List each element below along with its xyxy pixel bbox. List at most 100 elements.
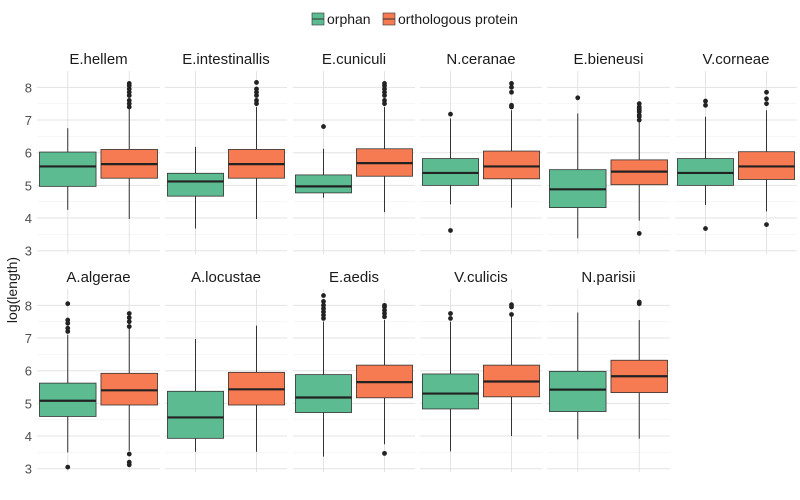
orthologous-box xyxy=(228,80,285,220)
y-axis-label: log(length) xyxy=(4,257,20,323)
outlier-point xyxy=(509,102,514,108)
y-tick-label: 5 xyxy=(25,396,32,411)
strip-label: V.culicis xyxy=(454,269,508,286)
outlier-point xyxy=(321,124,326,129)
y-tick-label: 3 xyxy=(25,244,32,259)
panel-4: E.bieneusi xyxy=(547,51,670,254)
legend-label-1: orthologous protein xyxy=(398,11,518,27)
orthologous-box xyxy=(356,81,413,213)
outlier-point xyxy=(509,89,514,95)
outlier-point xyxy=(65,317,71,323)
orphan-box xyxy=(167,146,224,229)
orphan-box xyxy=(549,312,607,440)
iqr-box xyxy=(295,174,352,194)
outlier-point xyxy=(509,302,514,308)
iqr-box xyxy=(167,390,224,439)
orphan-box xyxy=(39,128,97,210)
iqr-box xyxy=(100,372,158,406)
iqr-box xyxy=(549,370,607,412)
outlier-point xyxy=(321,293,326,298)
outlier-point xyxy=(382,98,387,103)
outlier-point xyxy=(65,464,71,470)
y-tick-label: 7 xyxy=(25,331,32,346)
y-tick-label: 6 xyxy=(25,146,32,161)
y-tick-label: 4 xyxy=(25,211,32,226)
strip-label: N.parisii xyxy=(581,269,635,286)
orthologous-box xyxy=(228,325,285,452)
outlier-point xyxy=(448,311,453,316)
y-tick-label: 5 xyxy=(25,178,32,193)
outlier-point xyxy=(126,459,132,465)
outlier-point xyxy=(448,111,453,117)
facet-panels: E.hellem 3 4 5 6 7 8 E.intestinallis E.cuniculi N… xyxy=(25,51,797,477)
strip-label: N.ceranae xyxy=(446,51,515,68)
orthologous-box xyxy=(483,302,540,437)
outlier-point xyxy=(126,451,132,457)
outlier-point xyxy=(764,222,769,227)
outlier-point xyxy=(126,315,132,321)
legend-label-0: orphan xyxy=(327,11,371,27)
strip-label: E.hellem xyxy=(69,51,127,68)
orthologous-box xyxy=(738,89,795,227)
panel-6: A.algerae 3 4 5 6 7 8 xyxy=(25,269,160,477)
outlier-point xyxy=(703,226,708,231)
y-tick-label: 4 xyxy=(25,429,32,444)
iqr-box xyxy=(39,151,97,187)
panel-10: N.parisii xyxy=(547,269,670,472)
y-tick-label: 6 xyxy=(25,364,32,379)
outlier-point xyxy=(126,311,132,316)
panel-7: A.locustae xyxy=(165,269,287,472)
outlier-point xyxy=(509,81,514,86)
orphan-box xyxy=(39,301,97,470)
panel-2: E.cuniculi xyxy=(293,51,415,254)
outlier-point xyxy=(254,86,259,92)
orphan-box xyxy=(677,98,734,231)
outlier-point xyxy=(126,98,132,103)
orphan-box xyxy=(549,95,607,239)
outlier-point xyxy=(126,324,132,329)
orphan-box xyxy=(295,124,352,198)
y-tick-label: 7 xyxy=(25,113,32,128)
outlier-point xyxy=(382,81,387,86)
strip-label: V.corneae xyxy=(702,51,769,68)
outlier-point xyxy=(448,228,453,233)
strip-label: E.bieneusi xyxy=(573,51,643,68)
strip-label: E.cuniculi xyxy=(322,51,386,68)
outlier-point xyxy=(254,80,259,85)
panel-8: E.aedis xyxy=(293,269,415,472)
outlier-point xyxy=(509,312,514,317)
outlier-point xyxy=(254,98,259,103)
orthologous-box xyxy=(483,81,540,208)
outlier-point xyxy=(636,299,642,305)
panel-0: E.hellem 3 4 5 6 7 8 xyxy=(25,51,160,259)
outlier-point xyxy=(321,302,326,308)
strip-label: E.intestinallis xyxy=(182,51,270,68)
iqr-box xyxy=(295,374,352,413)
orphan-box xyxy=(422,311,479,452)
orthologous-box xyxy=(610,101,668,236)
outlier-point xyxy=(703,98,708,104)
outlier-point xyxy=(764,101,769,107)
orphan-box xyxy=(167,338,224,452)
orphan-box xyxy=(422,111,479,233)
orphan-box xyxy=(295,293,352,457)
outlier-point xyxy=(703,102,708,108)
panel-3: N.ceranae xyxy=(420,51,542,254)
panel-1: E.intestinallis xyxy=(165,51,287,254)
outlier-point xyxy=(764,96,769,102)
outlier-point xyxy=(448,316,453,321)
y-tick-label: 3 xyxy=(25,462,32,477)
outlier-point xyxy=(65,301,71,307)
outlier-point xyxy=(382,450,387,456)
iqr-box xyxy=(422,373,479,410)
panel-9: V.culicis xyxy=(420,269,542,472)
outlier-point xyxy=(764,89,769,95)
outlier-point xyxy=(575,95,581,101)
iqr-box xyxy=(167,172,224,197)
strip-label: A.locustae xyxy=(191,269,261,286)
y-tick-label: 8 xyxy=(25,80,32,95)
orthologous-box xyxy=(356,302,413,456)
panel-5: V.corneae xyxy=(675,51,797,254)
outlier-point xyxy=(126,319,132,325)
